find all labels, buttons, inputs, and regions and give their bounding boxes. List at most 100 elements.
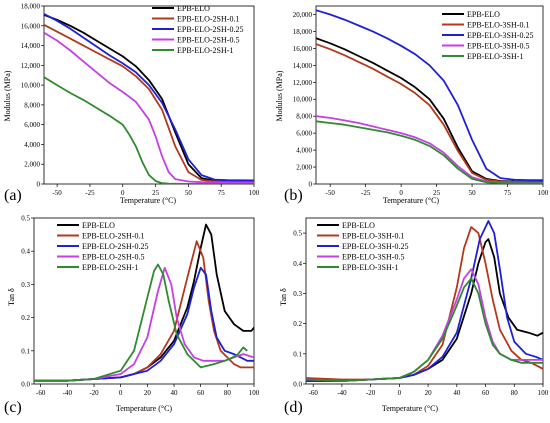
legend-label: EPB-ELO-2SH-0.1 <box>82 232 144 241</box>
x-tick-label: -25 <box>361 189 371 197</box>
x-tick-label: 0 <box>121 189 125 197</box>
legend-label: EPB-ELO-2SH-0.5 <box>177 36 239 45</box>
y-tick-label: 4,000 <box>24 141 40 149</box>
series-line <box>306 277 543 382</box>
legend-label: EPB-ELO-3SH-0.1 <box>342 232 404 241</box>
x-tick-label: -25 <box>85 189 95 197</box>
x-tick-label: 20 <box>425 389 433 397</box>
y-tick-label: 8,000 <box>296 113 312 121</box>
y-tick-label: 0.4 <box>293 260 302 268</box>
x-axis-label: Temperature (°C) <box>120 196 177 205</box>
y-tick-label: 2,000 <box>24 161 40 169</box>
x-axis-label: Temperature (°C) <box>382 404 439 413</box>
x-tick-label: 25 <box>433 189 441 197</box>
legend-label: EPB-ELO-2SH-0.5 <box>82 253 144 262</box>
panel-label: (d) <box>284 399 303 416</box>
legend-label: EPB-ELO-2SH-0.1 <box>177 15 239 24</box>
legend-label: EPB-ELO <box>467 10 500 19</box>
x-tick-label: 40 <box>171 389 179 397</box>
x-tick-label: -20 <box>366 389 376 397</box>
y-tick-label: 6,000 <box>24 121 40 129</box>
y-tick-label: 16,000 <box>21 22 41 30</box>
y-tick-label: 12,000 <box>21 62 41 70</box>
y-tick-label: 0.4 <box>21 248 30 256</box>
legend-label: EPB-ELO-3SH-1 <box>342 263 398 272</box>
y-tick-label: 6,000 <box>296 130 312 138</box>
legend-label: EPB-ELO-2SH-0.25 <box>82 242 148 251</box>
y-tick-label: 0 <box>309 181 313 189</box>
x-tick-label: 40 <box>453 389 461 397</box>
y-tick-label: 18,000 <box>21 3 41 11</box>
x-tick-label: 20 <box>144 389 152 397</box>
series-group <box>34 223 254 382</box>
legend-label: EPB-ELO-2SH-0.25 <box>177 25 243 34</box>
legend-label: EPB-ELO <box>342 221 375 230</box>
y-tick-label: 0.2 <box>21 314 30 322</box>
y-tick-label: 20,000 <box>293 11 313 19</box>
plot-frame <box>305 217 544 385</box>
series-group <box>306 220 543 382</box>
series-line <box>316 120 543 184</box>
legend-label: EPB-ELO-2SH-1 <box>82 263 138 272</box>
y-tick-label: 0.0 <box>21 381 30 389</box>
y-axis-label: Tan δ <box>7 288 16 306</box>
legend-label: EPB-ELO-3SH-0.25 <box>467 31 533 40</box>
series-line <box>44 24 254 183</box>
x-axis-label: Temperature (°C) <box>383 196 440 205</box>
y-tick-label: 0.5 <box>21 215 30 223</box>
series-line <box>306 268 543 382</box>
y-tick-label: 0.0 <box>293 381 302 389</box>
series-line <box>34 266 254 382</box>
x-tick-label: 100 <box>538 389 549 397</box>
x-tick-label: 50 <box>469 189 477 197</box>
y-tick-label: 14,000 <box>21 42 41 50</box>
x-tick-label: -60 <box>309 389 319 397</box>
x-tick-label: 60 <box>197 389 205 397</box>
plot-frame <box>315 5 544 185</box>
panel-label: (c) <box>4 399 22 416</box>
x-axis-label: Temperature (°C) <box>116 404 173 413</box>
y-tick-label: 0.3 <box>21 281 30 289</box>
series-line <box>44 76 254 184</box>
x-tick-label: -40 <box>63 389 73 397</box>
y-tick-label: 16,000 <box>293 45 313 53</box>
x-tick-label: 100 <box>249 389 260 397</box>
legend-label: EPB-ELO-3SH-0.5 <box>467 42 529 51</box>
panel-label: (b) <box>284 187 303 204</box>
x-tick-label: 25 <box>152 189 160 197</box>
x-tick-label: 80 <box>224 389 232 397</box>
x-tick-label: 75 <box>504 189 512 197</box>
panel-c: (c) Temperature (°C) Tan δ -60 -40 -20 0 20 4… <box>4 215 260 417</box>
y-tick-label: 2,000 <box>296 164 312 172</box>
x-tick-label: 0 <box>398 389 402 397</box>
legend-label: EPB-ELO <box>177 4 210 13</box>
x-tick-label: -50 <box>326 189 336 197</box>
x-tick-label: -50 <box>52 189 62 197</box>
legend-label: EPB-ELO-3SH-0.5 <box>342 253 404 262</box>
plot-frame <box>33 217 255 385</box>
x-tick-label: -20 <box>89 389 99 397</box>
y-tick-label: 18,000 <box>293 28 313 36</box>
legend-label: EPB-ELO-2SH-1 <box>177 46 233 55</box>
panel-b: (b) Temperature (°C) Modulus (MPa) -50 -2… <box>275 5 549 205</box>
y-tick-label: 10,000 <box>293 96 313 104</box>
plot-frame <box>43 5 255 185</box>
x-tick-label: 80 <box>511 389 519 397</box>
series-group <box>316 9 543 184</box>
x-tick-label: 100 <box>249 189 260 197</box>
y-axis-label: Modulus (MPa) <box>275 70 284 121</box>
y-tick-label: 0.5 <box>293 230 302 238</box>
x-tick-label: 60 <box>482 389 490 397</box>
y-tick-label: 8,000 <box>24 101 40 109</box>
x-tick-label: 75 <box>218 189 226 197</box>
x-tick-label: 0 <box>399 189 403 197</box>
y-axis-label: Tan δ <box>279 288 288 306</box>
series-line <box>44 31 254 184</box>
y-tick-label: 0.3 <box>293 290 302 298</box>
y-tick-label: 4,000 <box>296 147 312 155</box>
y-tick-label: 12,000 <box>293 79 313 87</box>
